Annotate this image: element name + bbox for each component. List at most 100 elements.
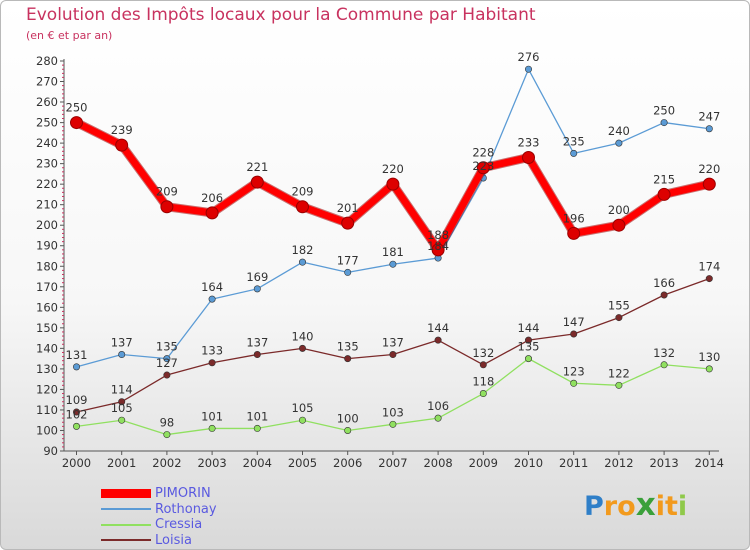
y-tick-label: 220 — [36, 177, 58, 191]
data-point — [705, 365, 713, 373]
data-label: 233 — [518, 135, 540, 149]
data-point — [163, 355, 171, 363]
legend-item-loisia: Loisia — [101, 533, 217, 549]
data-label: 200 — [608, 203, 630, 217]
data-label: 98 — [160, 416, 175, 430]
x-tick-label: 2000 — [62, 456, 91, 470]
data-point — [73, 408, 81, 416]
series-cressia — [73, 355, 713, 439]
data-point — [522, 150, 535, 164]
data-label: 182 — [292, 243, 314, 257]
data-label: 132 — [653, 346, 675, 360]
x-tick-label: 2004 — [243, 456, 272, 470]
legend-item-cressia: Cressia — [101, 517, 217, 533]
logo-letter: r — [603, 491, 618, 522]
data-label: 109 — [66, 393, 88, 407]
data-label: 220 — [382, 162, 404, 176]
legend: PIMORIN Rothonay Cressia Loisia — [101, 486, 217, 548]
data-label: 155 — [608, 299, 630, 313]
data-label: 127 — [156, 356, 178, 370]
data-label: 135 — [337, 340, 359, 354]
data-label: 177 — [337, 253, 359, 267]
data-point — [386, 177, 400, 191]
data-point — [615, 381, 623, 389]
data-point — [253, 424, 261, 432]
series-loisia — [73, 275, 713, 416]
data-label: 105 — [292, 401, 314, 415]
data-point — [163, 371, 171, 379]
y-tick-label: 150 — [36, 321, 58, 335]
data-label: 147 — [563, 315, 585, 329]
x-tick-label: 2008 — [423, 456, 452, 470]
data-label: 123 — [563, 364, 585, 378]
data-label: 209 — [292, 185, 314, 199]
chart-subtitle: (en € et par an) — [26, 29, 113, 42]
data-label: 201 — [337, 201, 359, 215]
data-point — [389, 351, 397, 359]
y-tick-label: 100 — [36, 423, 58, 437]
data-label: 239 — [111, 123, 133, 137]
x-tick-label: 2010 — [514, 456, 543, 470]
data-label: 133 — [201, 344, 223, 358]
data-point — [389, 420, 397, 428]
y-tick-label: 210 — [36, 198, 58, 212]
data-point — [702, 177, 716, 191]
y-tick-label: 250 — [36, 116, 58, 130]
data-label: 105 — [111, 401, 133, 415]
x-tick-label: 2007 — [378, 456, 407, 470]
logo-letter: i — [677, 491, 688, 522]
data-point — [344, 355, 352, 363]
data-label: 240 — [608, 124, 630, 138]
data-point — [115, 138, 129, 152]
legend-swatch — [101, 523, 151, 526]
data-point — [73, 422, 81, 430]
logo-letter: t — [664, 491, 678, 522]
y-tick-label: 90 — [43, 444, 58, 458]
data-label: 101 — [246, 409, 268, 423]
x-tick-label: 2001 — [107, 456, 136, 470]
y-tick-label: 240 — [36, 136, 58, 150]
data-label: 250 — [66, 101, 88, 115]
data-point — [163, 431, 171, 439]
series-line — [76, 68, 710, 368]
data-label: 130 — [698, 350, 720, 364]
data-label: 114 — [111, 383, 133, 397]
data-point — [612, 218, 626, 232]
logo-letter: o — [617, 491, 636, 522]
data-label: 106 — [427, 399, 449, 413]
data-point — [344, 426, 352, 434]
logo-letter: i — [655, 491, 665, 522]
data-label: 196 — [563, 211, 585, 225]
data-point — [208, 359, 216, 367]
legend-label: Loisia — [155, 532, 192, 548]
legend-label: PIMORIN — [155, 486, 211, 502]
data-point — [298, 416, 306, 424]
data-label: 118 — [472, 375, 494, 389]
series-layer — [70, 65, 716, 439]
data-label: 137 — [382, 336, 404, 350]
y-tick-label: 160 — [36, 300, 58, 314]
data-point — [208, 424, 216, 432]
data-point — [118, 398, 126, 406]
x-tick-label: 2013 — [649, 456, 678, 470]
data-label: 140 — [292, 329, 314, 343]
legend-swatch — [101, 539, 151, 542]
y-tick-label: 120 — [36, 382, 58, 396]
x-tick-label: 2006 — [333, 456, 362, 470]
data-label: 169 — [246, 270, 268, 284]
legend-item-rothonay: Rothonay — [101, 502, 217, 518]
data-point — [570, 149, 578, 157]
data-label: 276 — [518, 50, 540, 64]
data-point — [570, 330, 578, 338]
legend-swatch — [101, 508, 151, 511]
data-label: 137 — [111, 336, 133, 350]
data-point — [615, 139, 623, 147]
data-point — [253, 285, 261, 293]
y-tick-label: 180 — [36, 259, 58, 273]
data-point — [705, 125, 713, 133]
data-label: 101 — [201, 409, 223, 423]
data-label: 228 — [472, 146, 494, 160]
data-label: 144 — [427, 321, 449, 335]
